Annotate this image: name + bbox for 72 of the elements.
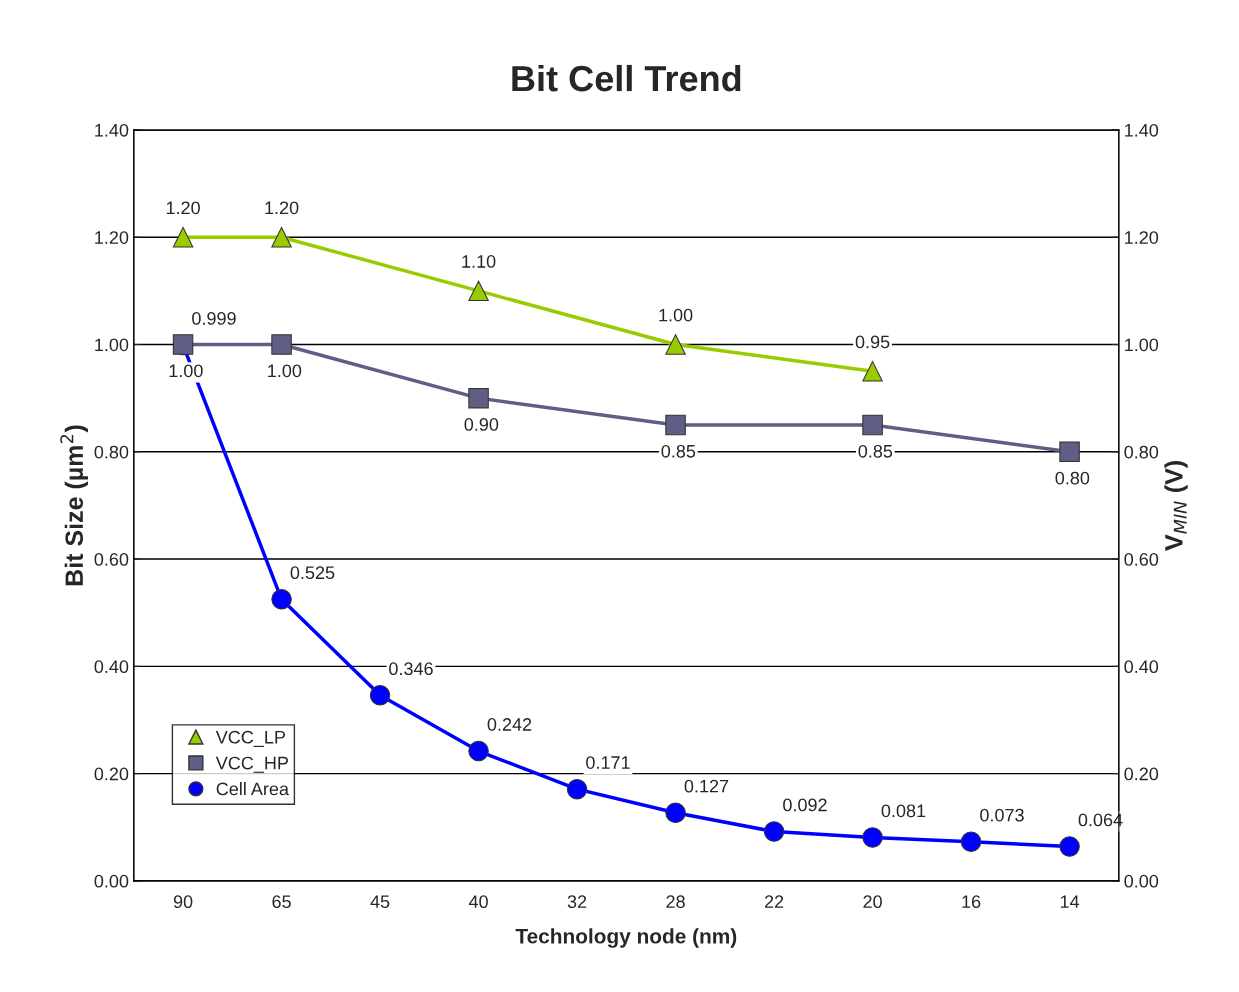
y-tick-label: 0.80 — [94, 445, 129, 459]
point — [468, 740, 489, 762]
data-label: 1.20 — [166, 201, 200, 215]
data-label: 0.081 — [881, 804, 926, 818]
data-label: 0.171 — [586, 756, 630, 769]
x-tick-label: 16 — [962, 895, 981, 909]
point — [665, 334, 686, 355]
point — [271, 334, 292, 355]
y-axis-title: Bit Size (µm$^{2}$) — [60, 425, 89, 586]
y-tick-label: 0.40 — [94, 660, 129, 674]
legend-label: VCC_LP — [215, 730, 286, 747]
point — [862, 414, 883, 436]
y2-axis-title: V$_{MIN}$ (V) — [1164, 461, 1188, 551]
data-label: 0.242 — [487, 718, 532, 731]
data-label: 1.10 — [462, 255, 496, 268]
data-label: 0.073 — [980, 808, 1024, 822]
point — [468, 280, 489, 302]
y-tick-label: 1.40 — [95, 123, 129, 137]
point — [369, 685, 391, 706]
data-label: 0.127 — [684, 779, 729, 793]
point — [271, 226, 292, 248]
data-label: 0.346 — [389, 662, 433, 676]
y-tick-label: 1.20 — [95, 231, 129, 244]
data-label: 1.00 — [268, 364, 302, 378]
data-label: 0.092 — [783, 798, 827, 812]
y2-tick-label: 0.00 — [1124, 874, 1159, 888]
point — [862, 361, 883, 382]
legend-label: Cell Area — [216, 782, 289, 796]
y-tick-label: 0.60 — [94, 553, 129, 566]
x-tick-label: 65 — [272, 895, 291, 909]
data-label: 1.20 — [265, 201, 299, 215]
point — [1059, 441, 1080, 463]
point — [566, 778, 588, 800]
data-label: 0.90 — [464, 418, 499, 431]
y-tick-label: 0.00 — [94, 874, 129, 888]
x-tick-label: 20 — [863, 895, 882, 909]
x-tick-label: 14 — [1060, 895, 1080, 908]
data-label: 0.85 — [661, 444, 696, 458]
x-tick-label: 32 — [567, 895, 587, 909]
x-tick-label: 40 — [468, 895, 488, 909]
point — [665, 802, 686, 824]
x-tick-label: 22 — [764, 895, 784, 908]
y-tick-label: 0.20 — [94, 767, 129, 781]
y2-tick-label: 0.20 — [1124, 767, 1159, 781]
y2-tick-label: 1.00 — [1125, 338, 1159, 352]
y2-tick-label: 0.40 — [1124, 660, 1159, 674]
data-label: 0.80 — [1055, 471, 1090, 485]
y2-tick-label: 1.40 — [1125, 123, 1159, 137]
chart-title: Bit Cell Trend — [512, 64, 741, 92]
data-label: 1.00 — [169, 364, 203, 378]
point — [960, 831, 982, 852]
point — [862, 827, 883, 848]
point — [1059, 836, 1080, 857]
y2-tick-label: 0.80 — [1124, 445, 1159, 459]
point — [468, 387, 489, 409]
y2-tick-label: 1.20 — [1125, 231, 1159, 244]
x-tick-label: 28 — [666, 895, 685, 909]
x-axis-title: Technology node (nm) — [515, 928, 737, 948]
legend-label: VCC_HP — [215, 756, 289, 773]
y2-tick-label: 0.60 — [1124, 553, 1159, 566]
data-label: 1.00 — [659, 308, 693, 322]
point — [665, 414, 686, 436]
point — [271, 589, 292, 610]
x-tick-label: 90 — [173, 895, 193, 909]
data-label: 0.525 — [290, 566, 335, 580]
point — [763, 821, 785, 842]
point — [172, 226, 194, 248]
data-label: 0.95 — [855, 335, 890, 349]
data-label: 0.999 — [192, 312, 236, 325]
x-tick-label: 45 — [370, 895, 390, 909]
data-label: 0.85 — [858, 444, 893, 458]
y-tick-label: 1.00 — [95, 338, 129, 352]
